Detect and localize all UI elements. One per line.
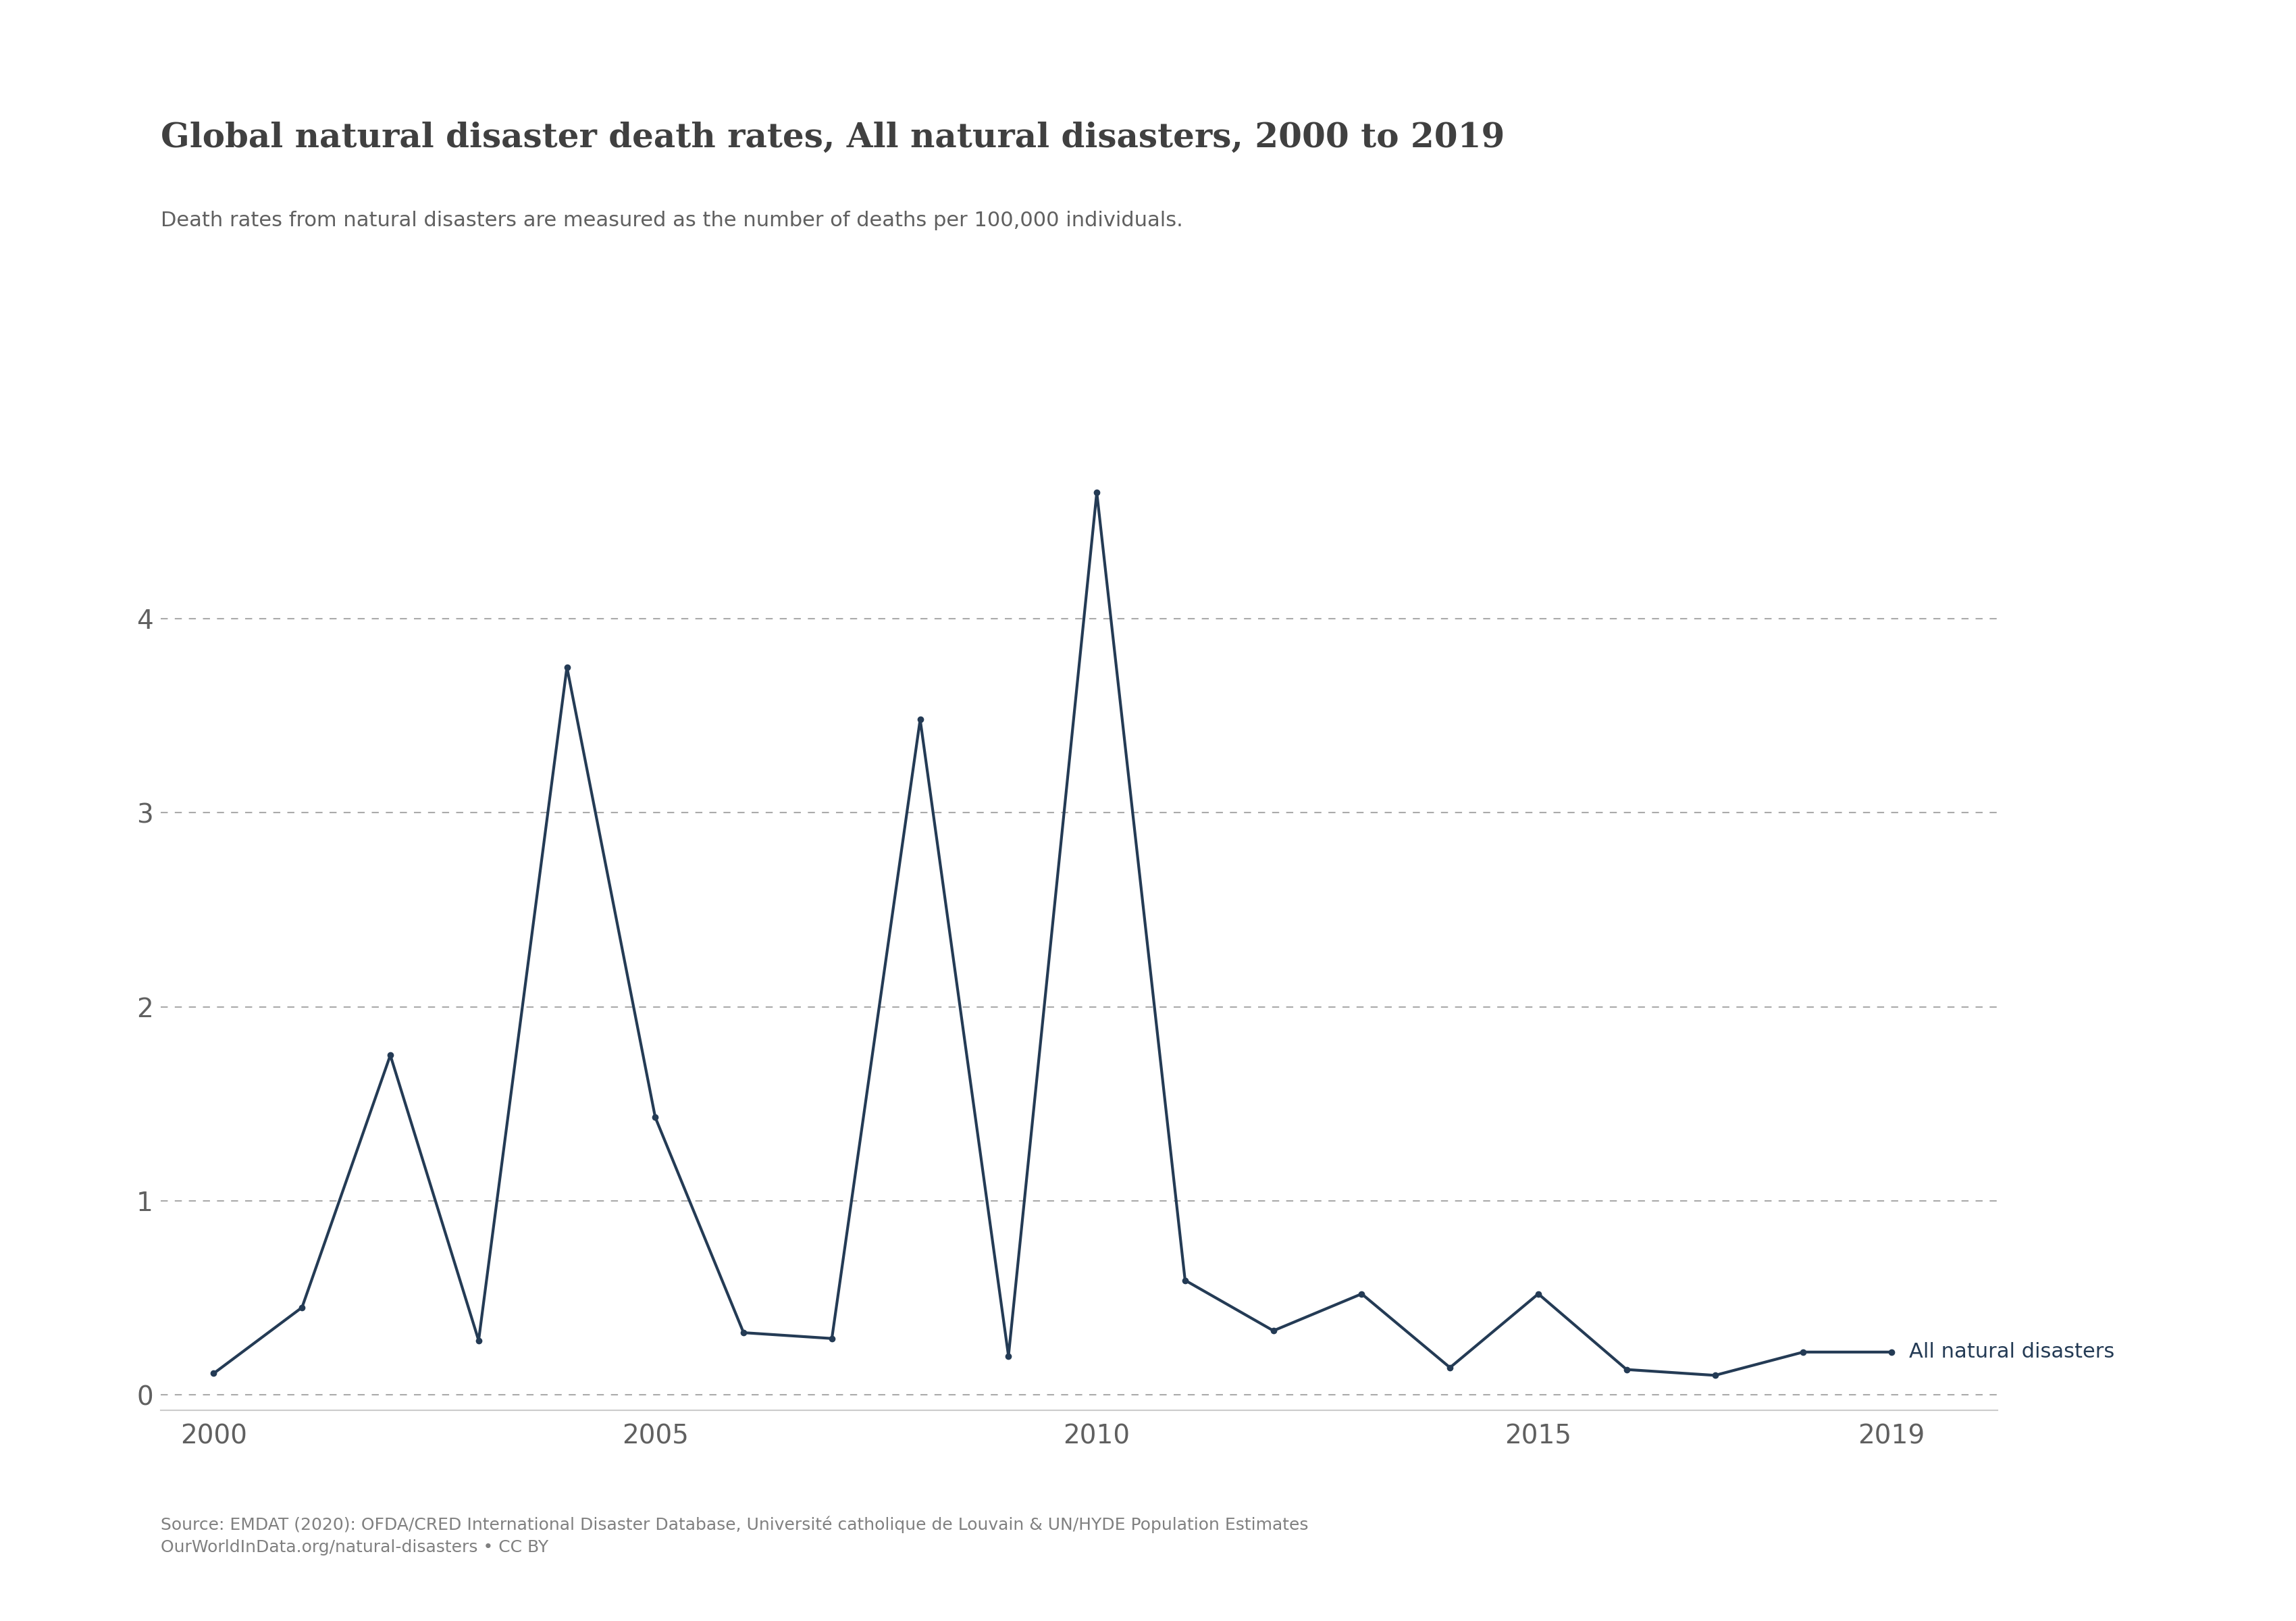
Text: Source: EMDAT (2020): OFDA/CRED International Disaster Database, Université cath: Source: EMDAT (2020): OFDA/CRED Internat…: [161, 1516, 1309, 1556]
Text: All natural disasters: All natural disasters: [1910, 1342, 2115, 1362]
Text: in Data: in Data: [2101, 164, 2165, 180]
Text: Our World: Our World: [2087, 118, 2179, 135]
Text: Death rates from natural disasters are measured as the number of deaths per 100,: Death rates from natural disasters are m…: [161, 211, 1182, 230]
Text: Global natural disaster death rates, All natural disasters, 2000 to 2019: Global natural disaster death rates, All…: [161, 122, 1504, 154]
